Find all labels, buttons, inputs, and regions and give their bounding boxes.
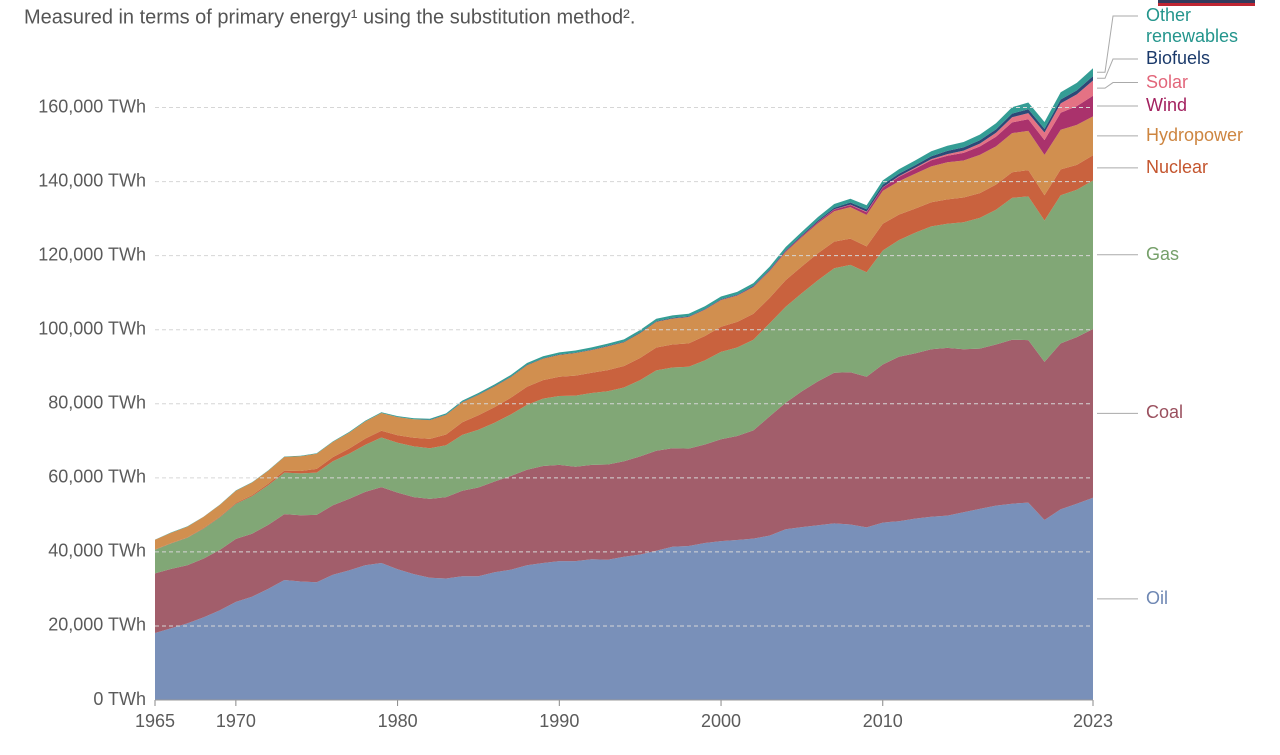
- y-tick-label: 20,000 TWh: [48, 615, 146, 635]
- label-connector: [1097, 82, 1138, 89]
- label-connector: [1097, 58, 1138, 79]
- x-tick-label: 2010: [863, 711, 903, 731]
- x-tick-label: 1970: [216, 711, 256, 731]
- area: [155, 329, 1093, 633]
- series-label: Gas: [1146, 243, 1180, 264]
- x-tick-label: 2023: [1073, 711, 1113, 731]
- area: [155, 497, 1093, 700]
- area: [155, 155, 1093, 550]
- series-label: Other renewables: [1146, 5, 1239, 47]
- series-label: Nuclear: [1146, 156, 1209, 177]
- y-tick-label: 40,000 TWh: [48, 541, 146, 561]
- x-tick-label: 1980: [378, 711, 418, 731]
- y-tick-label: 160,000 TWh: [38, 96, 146, 116]
- series-label: Solar: [1146, 71, 1189, 92]
- subtitle: Measured in terms of primary energy¹ usi…: [24, 6, 635, 28]
- y-tick-label: 0 TWh: [93, 689, 146, 709]
- x-tick-label: 1990: [539, 711, 579, 731]
- y-tick-label: 120,000 TWh: [38, 244, 146, 264]
- area: [155, 180, 1093, 574]
- y-tick-label: 80,000 TWh: [48, 393, 146, 413]
- x-tick-label: 2000: [701, 711, 741, 731]
- label-connector: [1097, 15, 1138, 73]
- series-label: Biofuels: [1146, 48, 1211, 69]
- logo-bar: [1158, 3, 1255, 6]
- y-tick-label: 100,000 TWh: [38, 318, 146, 338]
- x-tick-label: 1965: [135, 711, 175, 731]
- series-label: Coal: [1146, 402, 1184, 423]
- series-label: Oil: [1146, 587, 1168, 608]
- y-tick-label: 140,000 TWh: [38, 170, 146, 190]
- y-tick-label: 60,000 TWh: [48, 467, 146, 487]
- series-label: Hydropower: [1146, 124, 1244, 145]
- plot-area: [155, 68, 1093, 700]
- logo-bar: [1158, 0, 1255, 3]
- area: [155, 116, 1093, 550]
- series-label: Wind: [1146, 95, 1188, 116]
- area: [155, 95, 1093, 540]
